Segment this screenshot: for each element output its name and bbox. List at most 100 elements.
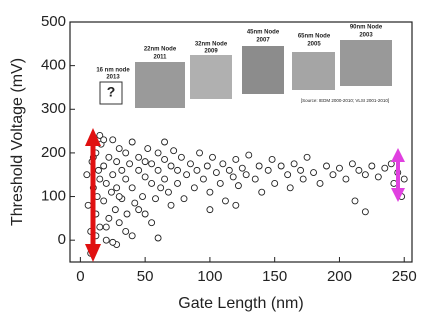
point: [155, 235, 161, 241]
point: [178, 154, 184, 160]
node-label: 65nm Node: [298, 34, 331, 40]
point: [213, 170, 219, 176]
node-year: 2007: [256, 38, 270, 44]
x-axis-title: Gate Length (nm): [178, 295, 303, 312]
y-tick-label: 500: [41, 13, 66, 30]
point: [127, 161, 133, 167]
point: [140, 194, 146, 200]
point: [304, 154, 310, 160]
point: [110, 137, 116, 143]
point: [136, 207, 142, 213]
point: [175, 167, 181, 173]
point: [300, 176, 306, 182]
y-tick-label: 0: [58, 231, 66, 248]
point: [116, 194, 122, 200]
point: [106, 215, 112, 221]
point: [108, 189, 114, 195]
point: [226, 167, 232, 173]
point: [136, 154, 142, 160]
point: [155, 167, 161, 173]
point: [103, 180, 109, 186]
source-note: [Source: IEDM 2000-2010; VLSI 2001-2010]: [301, 98, 389, 103]
point: [96, 167, 102, 173]
point: [158, 185, 164, 191]
point: [278, 163, 284, 169]
point: [123, 228, 129, 234]
point: [200, 176, 206, 182]
point: [187, 161, 193, 167]
point: [285, 172, 291, 178]
point: [116, 146, 122, 152]
point: [287, 185, 293, 191]
point: [142, 159, 148, 165]
point: [162, 176, 168, 182]
point: [149, 220, 155, 226]
point: [317, 180, 323, 186]
x-tick-label: 100: [197, 268, 222, 285]
point: [149, 161, 155, 167]
point: [110, 172, 116, 178]
node-label: 16 nm node: [96, 68, 130, 74]
point: [168, 202, 174, 208]
point: [106, 154, 112, 160]
point: [197, 150, 203, 156]
node-label: 22nm Node: [144, 47, 177, 53]
node-label: 45nm Node: [247, 30, 280, 36]
x-tick-label: 0: [76, 268, 84, 285]
point: [171, 148, 177, 154]
point: [349, 161, 355, 167]
x-tick-label: 250: [392, 268, 417, 285]
point: [401, 176, 407, 182]
point: [362, 172, 368, 178]
point: [114, 159, 120, 165]
point: [116, 220, 122, 226]
point: [97, 176, 103, 182]
point: [168, 163, 174, 169]
point: [103, 237, 109, 243]
point: [155, 150, 161, 156]
point: [207, 207, 213, 213]
point: [112, 207, 118, 213]
point: [119, 167, 125, 173]
point: [184, 172, 190, 178]
node-year: 2005: [307, 42, 321, 48]
node-label: 90nm Node: [350, 25, 383, 31]
point: [298, 167, 304, 173]
point: [194, 167, 200, 173]
y-tick-label: 400: [41, 57, 66, 74]
point: [375, 174, 381, 180]
point: [175, 180, 181, 186]
point: [382, 165, 388, 171]
node-year: 2003: [359, 33, 373, 39]
inset-image: [190, 55, 232, 99]
point: [145, 146, 151, 152]
point: [84, 172, 90, 178]
point: [311, 170, 317, 176]
y-tick-label: 200: [41, 144, 66, 161]
point: [142, 174, 148, 180]
inset-image: [292, 52, 335, 90]
point: [110, 239, 116, 245]
point: [356, 167, 362, 173]
point: [97, 224, 103, 230]
point: [123, 176, 129, 182]
point: [123, 150, 129, 156]
point: [101, 137, 107, 143]
question-mark: ?: [107, 84, 116, 100]
point: [369, 163, 375, 169]
point: [149, 180, 155, 186]
y-axis-title: Threshold Voltage (mV): [9, 58, 26, 226]
point: [259, 189, 265, 195]
point: [207, 189, 213, 195]
y-tick-label: 100: [41, 188, 66, 205]
point: [101, 198, 107, 204]
point: [153, 196, 159, 202]
point: [132, 200, 138, 206]
point: [291, 161, 297, 167]
point: [272, 180, 278, 186]
point: [136, 167, 142, 173]
point: [230, 174, 236, 180]
point: [181, 196, 187, 202]
point: [162, 139, 168, 145]
point: [129, 185, 135, 191]
